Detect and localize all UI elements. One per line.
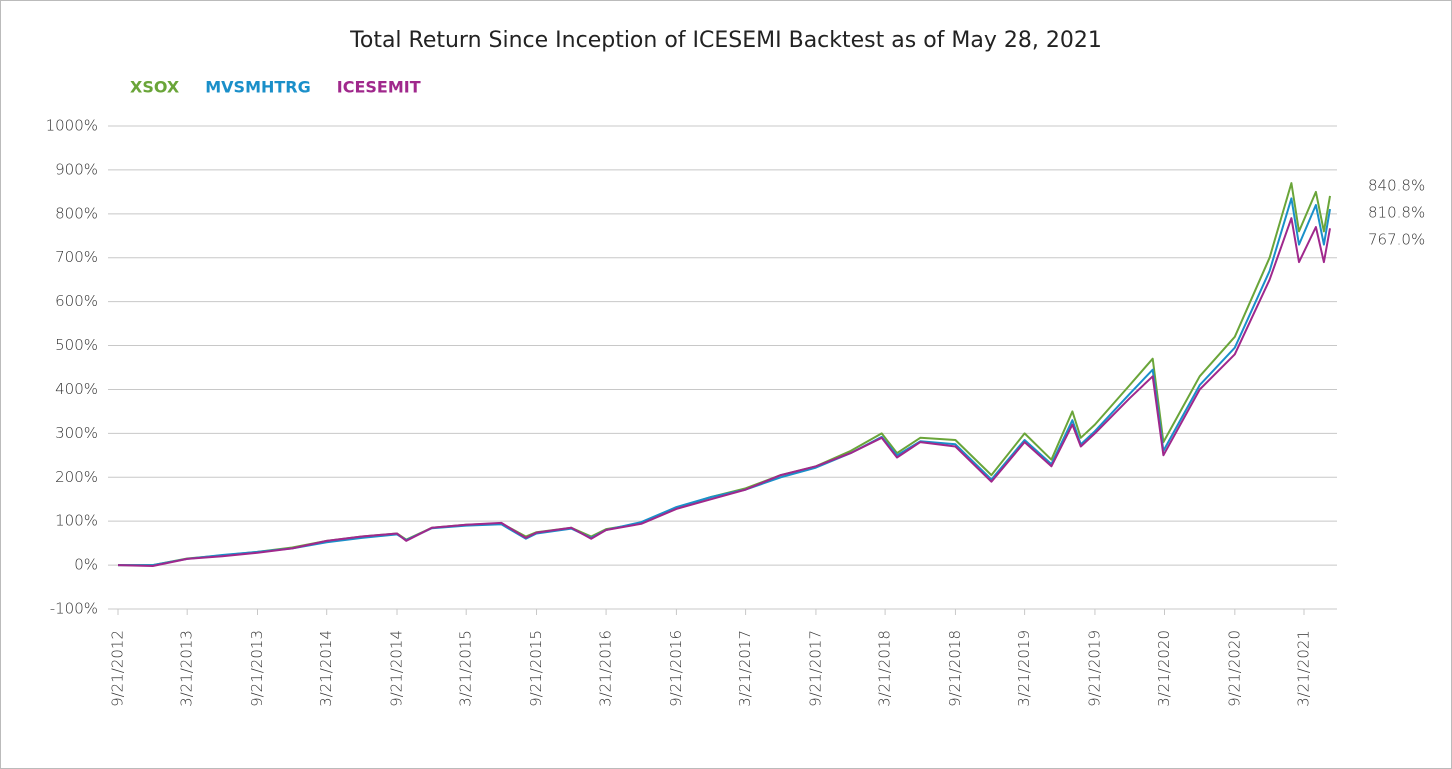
x-tick-label: 3/21/2014: [317, 630, 335, 707]
x-tick-label: 9/21/2016: [667, 630, 685, 707]
x-tick-label: 9/21/2014: [388, 630, 406, 707]
legend-entry: XSOX: [130, 78, 180, 97]
y-tick-label: 300%: [55, 424, 98, 442]
x-tick-label: 9/21/2015: [527, 630, 545, 707]
y-tick-label: 1000%: [46, 117, 98, 135]
x-tick-label: 9/21/2012: [109, 630, 127, 707]
x-tick-label: 3/21/2017: [736, 630, 754, 707]
y-tick-label: 500%: [55, 336, 98, 354]
series-line: [117, 217, 1331, 567]
chart-title: Total Return Since Inception of ICESEMI …: [349, 28, 1102, 53]
x-tick-label: 3/21/2019: [1015, 630, 1033, 707]
y-tick-label: 600%: [55, 292, 98, 310]
y-tick-label: 900%: [55, 160, 98, 178]
y-tick-label: 100%: [55, 512, 98, 530]
x-tick-label: 3/21/2015: [457, 630, 475, 707]
x-tick-label: 3/21/2018: [876, 630, 894, 707]
legend-entry: MVSMHTRG: [205, 78, 311, 97]
end-label: 810.8%: [1368, 203, 1425, 221]
end-label: 767.0%: [1368, 230, 1425, 248]
y-tick-label: 200%: [55, 468, 98, 486]
x-tick-label: 9/21/2013: [248, 630, 266, 707]
x-tick-label: 9/21/2017: [806, 630, 824, 707]
x-tick-label: 3/21/2021: [1295, 630, 1313, 707]
y-tick-label: 700%: [55, 248, 98, 266]
legend-entry: ICESEMIT: [337, 78, 421, 97]
x-tick-label: 9/21/2019: [1085, 630, 1103, 707]
end-label: 840.8%: [1368, 176, 1425, 194]
y-tick-label: 800%: [55, 204, 98, 222]
x-tick-label: 3/21/2020: [1155, 630, 1173, 707]
x-tick-label: 3/21/2016: [597, 630, 615, 707]
x-tick-label: 9/21/2020: [1225, 630, 1243, 707]
x-tick-label: 9/21/2018: [946, 630, 964, 707]
y-tick-label: -100%: [50, 600, 98, 618]
series-line: [118, 197, 1331, 567]
x-tick-label: 3/21/2013: [178, 630, 196, 707]
y-tick-label: 400%: [55, 380, 98, 398]
y-tick-label: 0%: [74, 556, 98, 574]
